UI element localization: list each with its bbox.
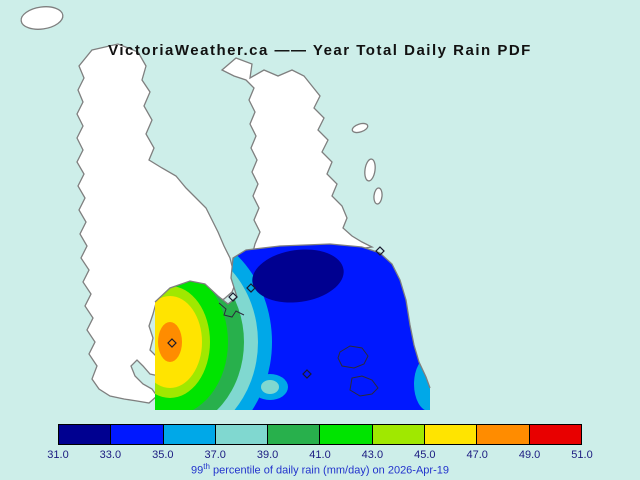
island-small-3 [373, 187, 383, 205]
station-marker-icon [228, 292, 238, 302]
colorbar-tick: 47.0 [466, 449, 488, 461]
island-small-1 [351, 122, 369, 134]
station-marker-icon [302, 369, 312, 379]
colorbar-tick: 39.0 [256, 449, 279, 461]
caption-superscript: th [203, 462, 210, 471]
land-saanich-peninsula [220, 57, 375, 257]
colorbar-segment [371, 425, 425, 444]
colorbar-tick: 35.0 [152, 449, 174, 461]
colorbar-segments [58, 424, 582, 445]
colorbar-segment [162, 425, 215, 444]
colorbar-tick: 33.0 [99, 449, 122, 461]
land-vancouver-island [76, 43, 237, 404]
colorbar-segment [59, 425, 111, 444]
colorbar-segment [319, 425, 372, 444]
contour-band-31-33-min-pocket [252, 249, 344, 303]
colorbar-segment [476, 425, 529, 444]
station-marker-icon [246, 283, 256, 293]
colorbar-tick: 37.0 [204, 449, 226, 461]
coastline-victoria-harbour [218, 302, 245, 318]
colorbar-ticks: 31.0 33.0 35.0 37.0 39.0 41.0 43.0 45.0 47.0 49.0… [47, 449, 592, 462]
land-corner-islet [20, 6, 64, 30]
station-marker-icon [167, 338, 177, 348]
island-small-2 [364, 158, 376, 182]
colorbar-tick: 31.0 [47, 449, 69, 461]
colorbar-segment [267, 425, 320, 444]
colorbar-segment [214, 425, 268, 444]
coastline-island-outline-1 [337, 345, 369, 369]
colorbar-segment [528, 425, 581, 444]
colorbar-tick: 51.0 [571, 449, 593, 461]
caption-rest: percentile of daily rain (mm/day) on 202… [209, 464, 449, 477]
contour-patch-pale-south [261, 380, 279, 394]
page-title: VictoriaWeather.ca —— Year Total Daily R… [108, 42, 532, 59]
colorbar-tick: 45.0 [414, 449, 436, 461]
colorbar-segment [424, 425, 477, 444]
colorbar-tick: 43.0 [361, 449, 384, 461]
caption-value: 99 [191, 464, 204, 477]
caption: 99th percentile of daily rain (mm/day) o… [0, 462, 640, 477]
contour-band-47-49-max-core [158, 322, 182, 362]
colorbar-tick: 41.0 [309, 449, 331, 461]
coastline-east-boundary [361, 246, 431, 389]
station-marker-icon [375, 246, 385, 256]
colorbar-segment [110, 425, 163, 444]
colorbar-tick: 49.0 [518, 449, 541, 461]
coastline-island-outline-2 [349, 375, 379, 397]
